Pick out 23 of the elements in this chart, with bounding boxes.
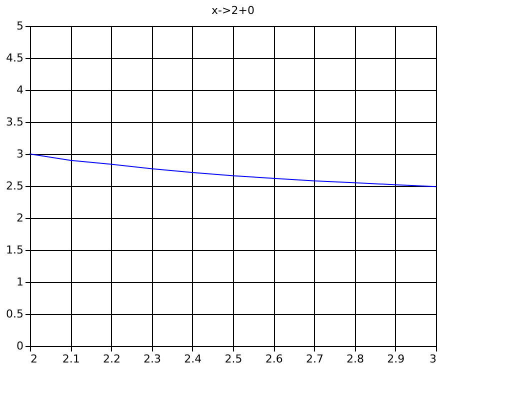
y-tick-label: 2 bbox=[16, 212, 24, 224]
y-tick-label: 3.5 bbox=[6, 116, 24, 128]
x-tick-label: 2.3 bbox=[144, 352, 162, 366]
y-tick-label: 0 bbox=[16, 340, 24, 352]
x-tick-label: 2.8 bbox=[346, 352, 364, 366]
x-tick-label: 2.9 bbox=[387, 352, 405, 366]
y-tick-label: 1 bbox=[16, 276, 24, 288]
x-tick-label: 2.7 bbox=[306, 352, 324, 366]
x-tick-label: 2.5 bbox=[224, 352, 242, 366]
x-tick-label: 2.2 bbox=[102, 352, 120, 366]
y-tick-label: 0.5 bbox=[6, 308, 24, 320]
y-tick-label: 4 bbox=[16, 84, 24, 96]
x-tick-label: 3 bbox=[430, 352, 436, 366]
x-tick-label: 2.4 bbox=[184, 352, 202, 366]
y-tick-label: 1.5 bbox=[6, 244, 24, 256]
y-tick-label: 3 bbox=[16, 148, 24, 160]
x-tick-label: 2 bbox=[30, 352, 38, 366]
y-tick-label: 5 bbox=[16, 20, 24, 32]
y-tick-label: 4.5 bbox=[6, 52, 24, 64]
x-tick-label: 2.6 bbox=[265, 352, 283, 366]
y-tick-label: 2.5 bbox=[6, 180, 24, 192]
x-tick-label: 2.1 bbox=[62, 352, 80, 366]
chart-title: x->2+0 bbox=[212, 4, 254, 17]
